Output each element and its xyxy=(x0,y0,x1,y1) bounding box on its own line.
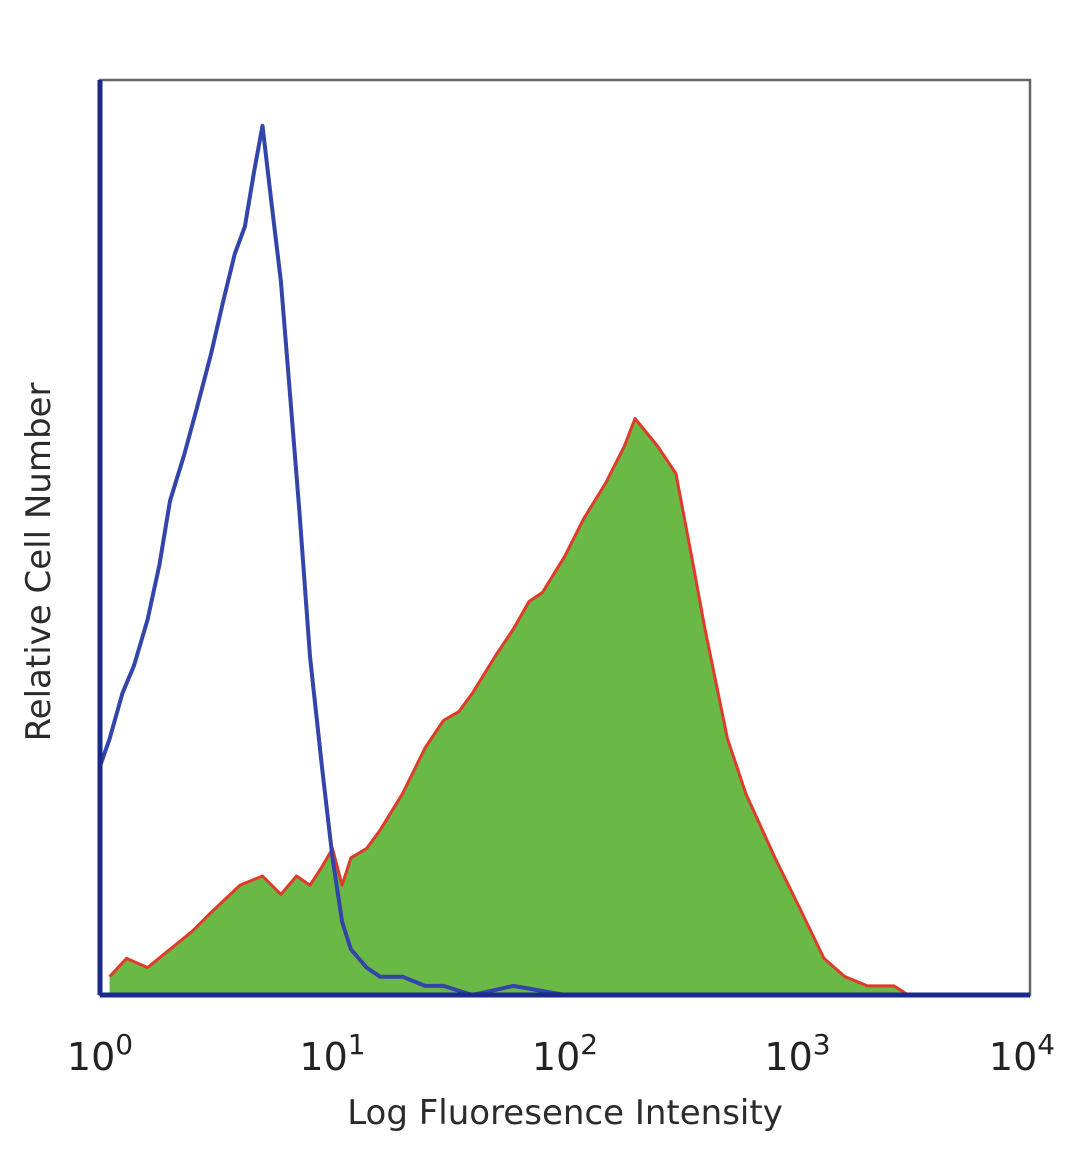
x-tick-label: 101 xyxy=(299,1028,365,1079)
x-tick-label: 103 xyxy=(764,1028,830,1079)
x-tick-label: 100 xyxy=(67,1028,133,1079)
stained-histogram-edge xyxy=(108,417,910,997)
plot-area xyxy=(98,123,1030,997)
x-tick-labels: 100 101 102 103 104 xyxy=(67,1028,1055,1079)
y-axis-label: Relative Cell Number xyxy=(19,383,59,742)
x-tick-label: 104 xyxy=(989,1028,1055,1079)
stained-histogram-fill xyxy=(109,418,909,995)
x-axis-label: Log Fluoresence Intensity xyxy=(347,1093,783,1133)
control-histogram-line xyxy=(98,123,1030,997)
x-tick-label: 102 xyxy=(532,1028,598,1079)
